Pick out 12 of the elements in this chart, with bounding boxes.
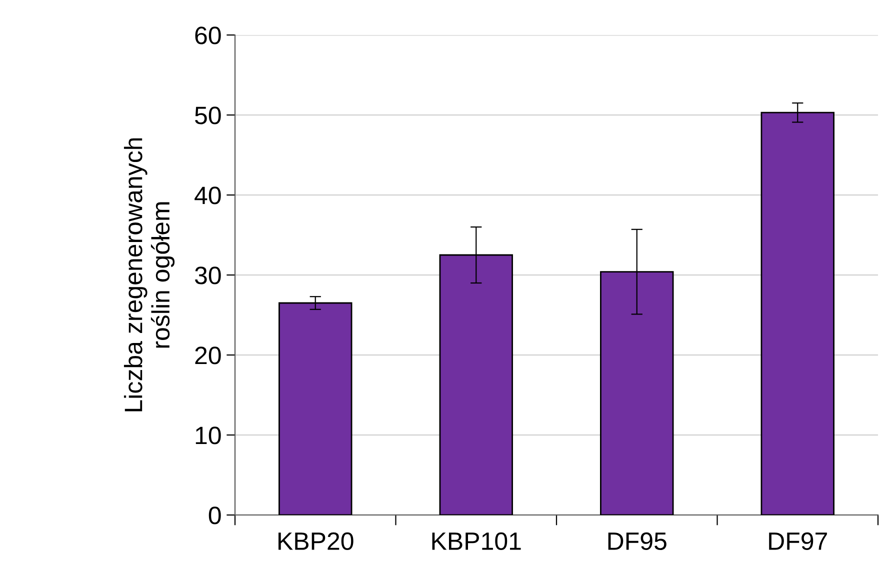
y-tick-label: 30 (194, 266, 221, 284)
x-tick-label: KBP20 (278, 532, 354, 550)
y-tick-label: 20 (195, 346, 221, 364)
y-tick-label: 0 (208, 506, 221, 524)
y-tick-label: 60 (195, 26, 221, 44)
x-tick-label: DF97 (769, 532, 827, 550)
x-tick-label: KBP101 (432, 532, 521, 550)
y-tick-label: 40 (194, 186, 221, 204)
y-axis-title: Liczba zregenerowanych roślin ogółem (124, 138, 175, 412)
y-tick-label: 10 (196, 426, 221, 444)
x-tick-label: DF95 (608, 532, 666, 550)
y-tick-label: 50 (195, 106, 221, 124)
